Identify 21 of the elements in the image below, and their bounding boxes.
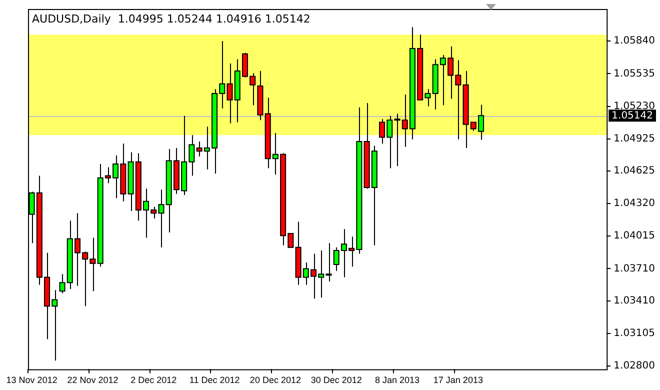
- x-tick-label: 22 Nov 2012: [67, 375, 118, 386]
- y-tick-label: 1.03410: [614, 295, 656, 306]
- y-tick-label: 1.03105: [614, 328, 656, 339]
- y-tick-label: 1.04625: [614, 166, 656, 177]
- y-tick-label: 1.05230: [614, 100, 656, 112]
- chart-title: AUDUSD,Daily 1.04995 1.05244 1.04916 1.05142: [32, 12, 310, 26]
- y-tick-label: 1.05840: [614, 36, 656, 47]
- x-tick-label: 20 Dec 2012: [250, 375, 301, 386]
- x-tick-label: 2 Dec 2012: [130, 375, 177, 386]
- x-tick-label: 13 Nov 2012: [6, 375, 58, 386]
- y-tick-label: 1.03710: [614, 263, 656, 274]
- y-tick-label: 1.04015: [614, 230, 656, 242]
- y-tick-label: 1.05535: [614, 68, 656, 80]
- y-tick-label: 1.04925: [614, 133, 656, 144]
- y-tick-label: 1.04320: [614, 198, 656, 210]
- y-tick-label: 1.02800: [614, 360, 656, 372]
- ref-line-label: 1.05142: [612, 110, 654, 122]
- x-tick-label: 30 Dec 2012: [310, 375, 362, 386]
- x-tick-label: 17 Jan 2013: [433, 375, 483, 386]
- x-tick-label: 8 Jan 2013: [374, 375, 420, 386]
- x-tick-label: 11 Dec 2012: [189, 375, 240, 386]
